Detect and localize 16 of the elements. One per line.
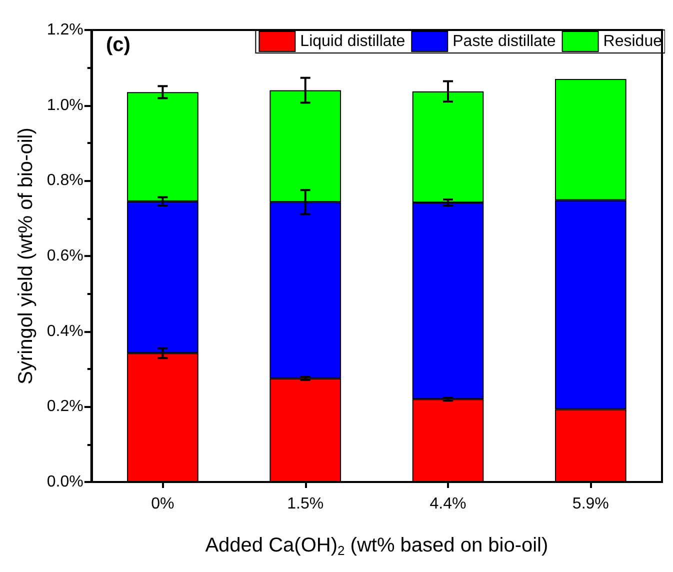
y-tick-label: 1.0% (46, 96, 84, 114)
annotation: (c) (106, 34, 130, 56)
y-tick-label: 0.0% (46, 474, 84, 490)
x-tick-label: 0% (151, 496, 174, 512)
x-tick-label: 1.5% (287, 496, 324, 512)
x-tick-label: 5.9% (572, 496, 609, 512)
y-tick-label: 1.2% (46, 22, 84, 38)
y-tick-label: 0.4% (46, 322, 84, 340)
legend-label: Residue (603, 33, 662, 50)
x-tick-label: 4.4% (430, 496, 466, 512)
y-axis-title: Syringol yield (wt% of bio-oil) (15, 128, 37, 384)
legend-label: Liquid distillate (300, 33, 406, 50)
legend-label: Paste distillate (452, 33, 556, 50)
y-tick-label: 0.6% (46, 248, 84, 264)
y-tick-label: 0.2% (46, 398, 84, 416)
y-tick-label: 0.8% (46, 172, 84, 190)
